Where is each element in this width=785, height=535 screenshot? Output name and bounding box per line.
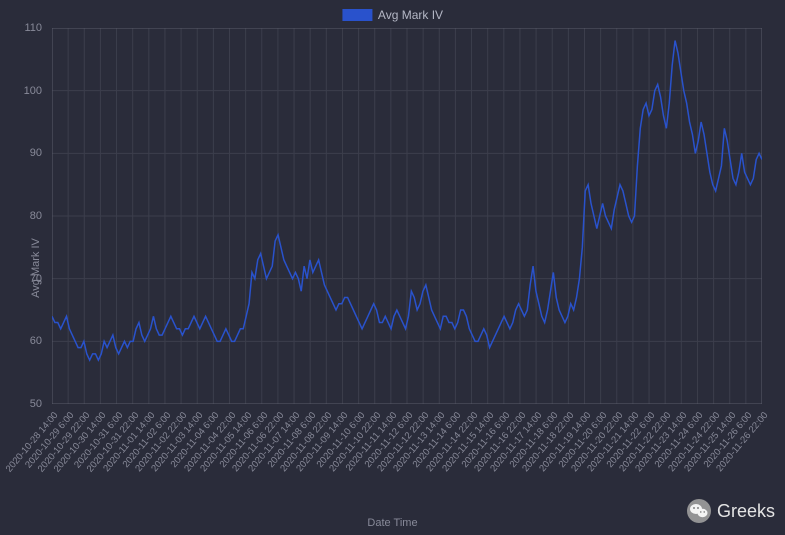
y-tick: 50 [30, 398, 42, 410]
watermark-text: Greeks [717, 501, 775, 522]
plot-area [52, 28, 762, 404]
y-tick: 80 [30, 210, 42, 222]
wechat-icon [687, 499, 711, 523]
chart-legend: Avg Mark IV [342, 8, 443, 22]
y-tick: 100 [24, 85, 42, 97]
chart-container: Avg Mark IV Avg Mark IV 5060708090100110… [0, 0, 785, 535]
y-tick: 70 [30, 273, 42, 285]
y-ticks: 5060708090100110 [0, 28, 48, 404]
y-tick: 110 [24, 22, 42, 34]
legend-swatch [342, 9, 372, 21]
y-tick: 90 [30, 147, 42, 159]
x-ticks: 2020-10-28 14:002020-10-29 6:002020-10-2… [52, 408, 762, 518]
x-axis-label: Date Time [367, 517, 417, 529]
legend-label: Avg Mark IV [378, 8, 443, 22]
watermark: Greeks [687, 499, 775, 523]
y-tick: 60 [30, 335, 42, 347]
